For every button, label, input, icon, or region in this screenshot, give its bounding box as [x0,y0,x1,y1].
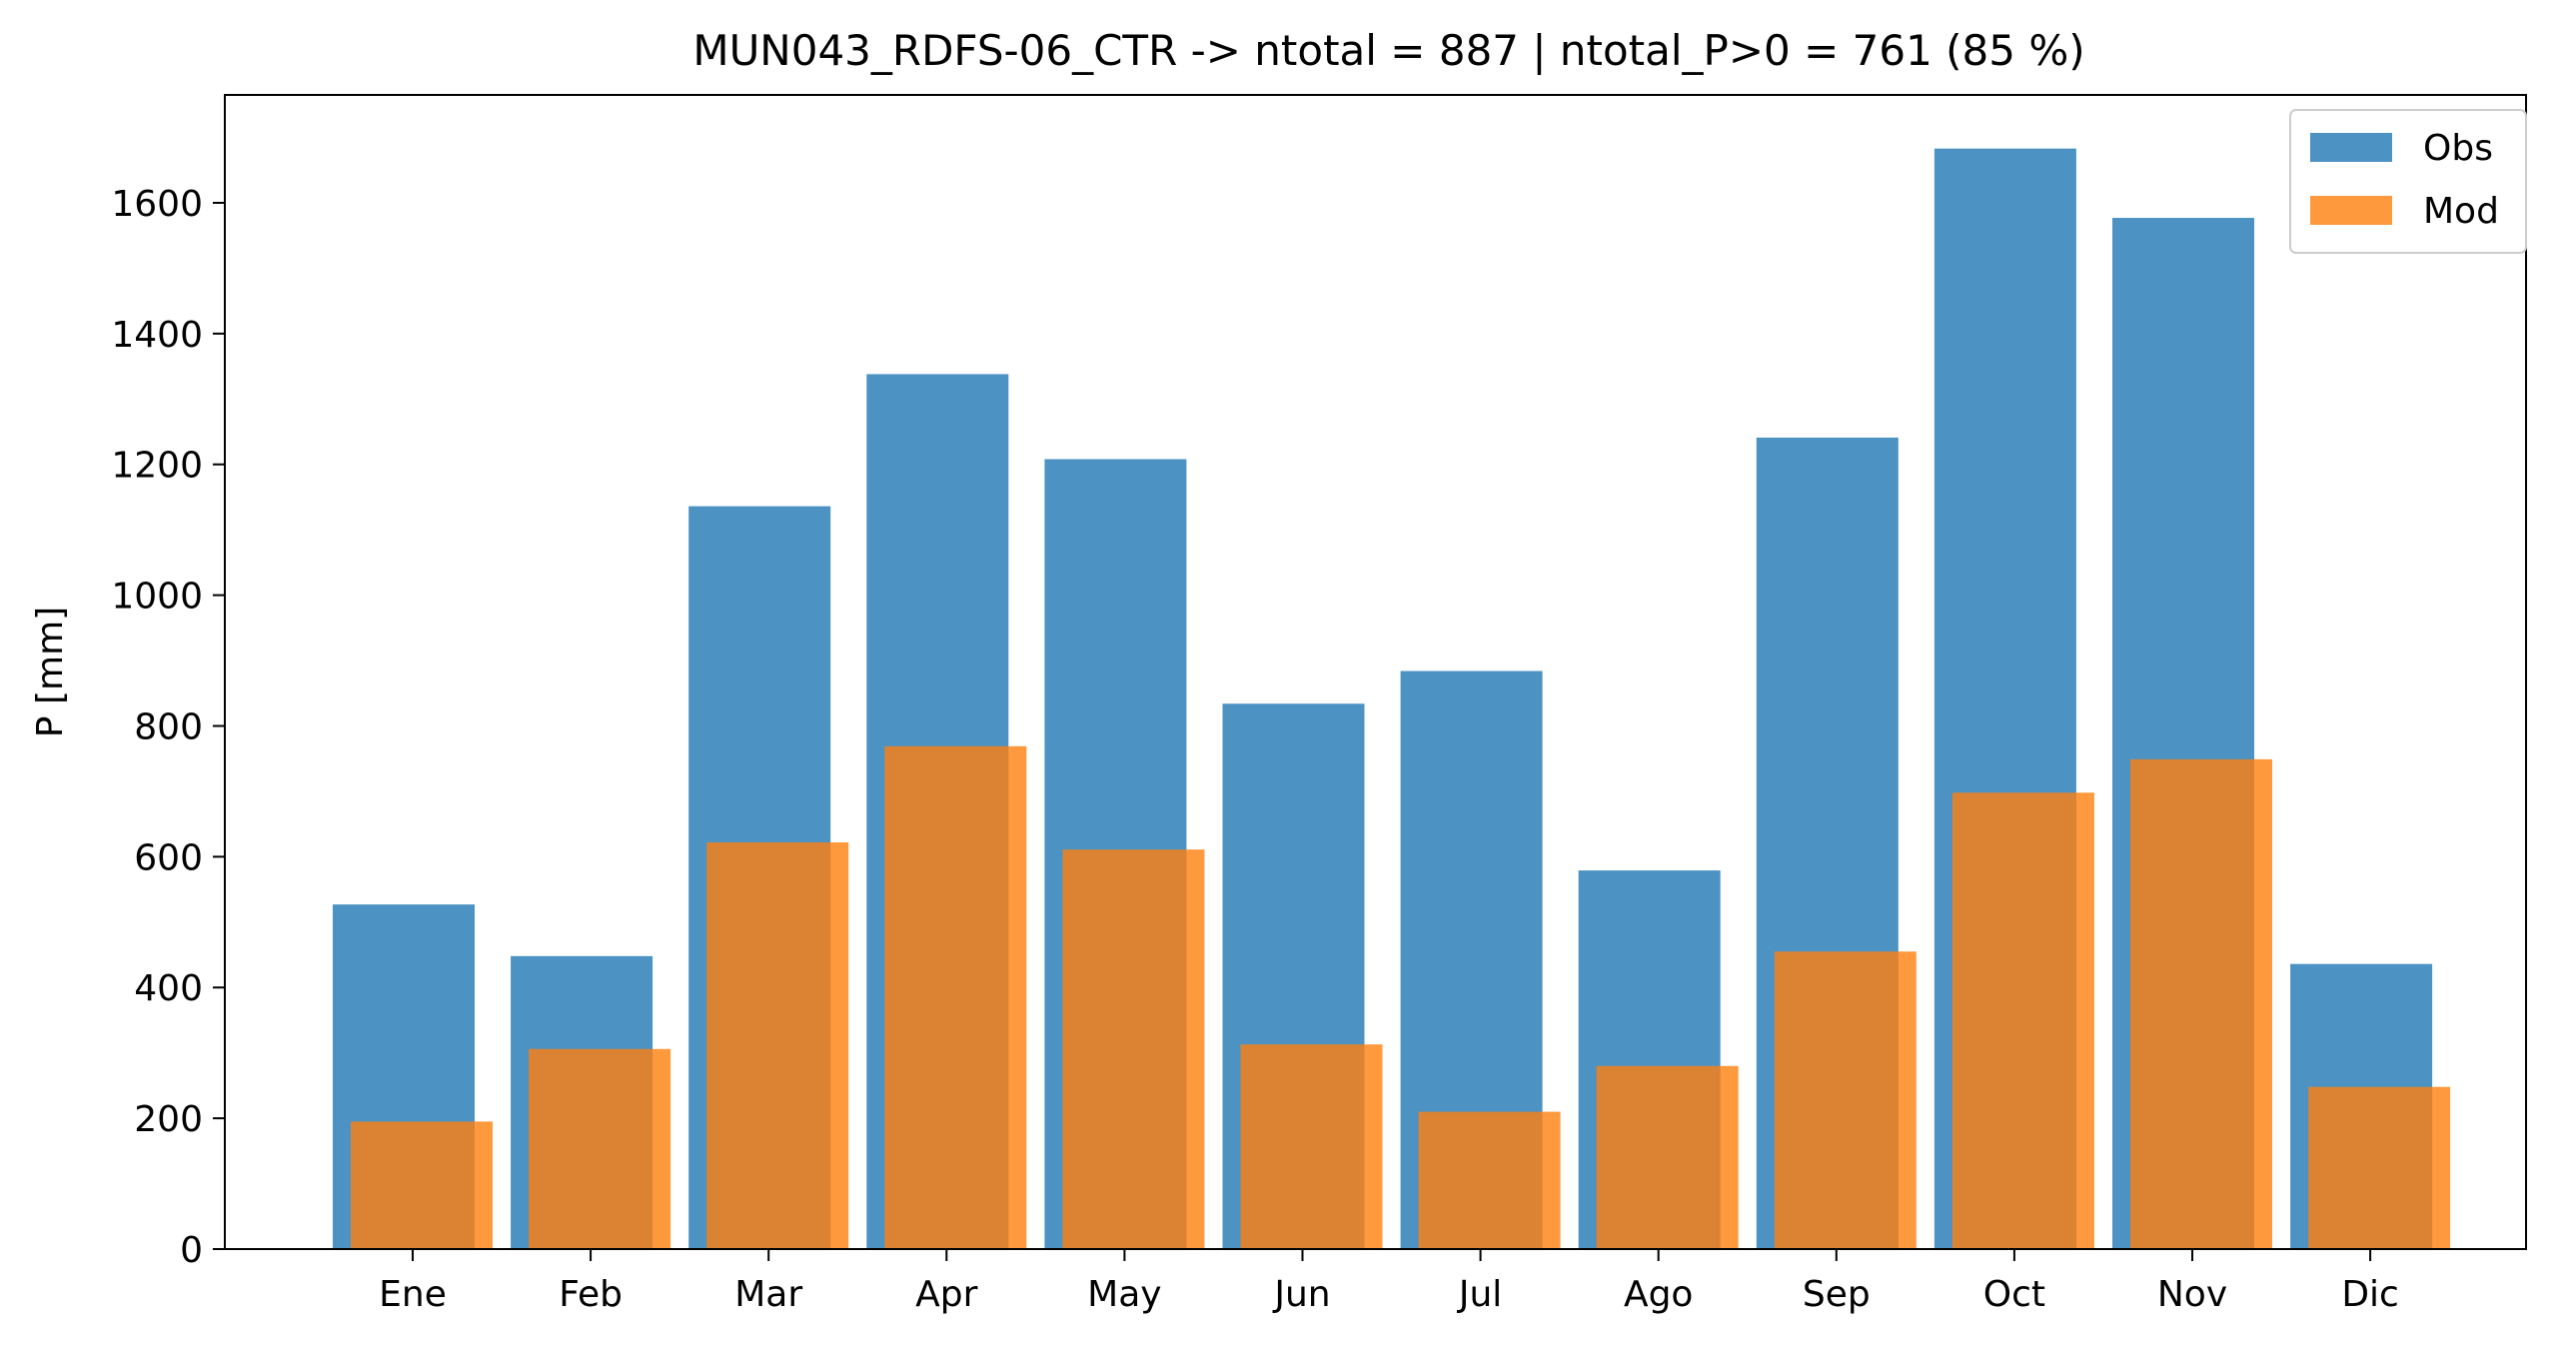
bar-mod-may [1062,849,1205,1249]
plot-frame [224,94,2527,1250]
legend-label-mod: Mod [2423,191,2499,232]
bar-mod-dic [2308,1086,2451,1249]
legend-swatch-obs [2310,133,2392,162]
bar-mod-sep [1774,951,1917,1249]
x-axis-ticks: Ene Feb Mar Apr May Jun Jul Ago Sep Oct Nov Dic [379,1249,2399,1315]
series-mod-bars [351,745,2451,1249]
y-tick-label: 1200 [111,446,203,487]
bar-mod-nov [2130,758,2272,1249]
bars-layer [333,148,2451,1249]
x-tick-label-apr: Apr [915,1274,977,1315]
bar-mod-oct [1951,792,2094,1249]
y-axis-ticks: 0 200 400 600 800 1000 1200 1400 1600 [111,184,225,1271]
x-tick-label-mar: Mar [734,1274,802,1315]
y-tick-label: 1000 [111,577,203,618]
bar-mod-apr [884,745,1027,1249]
legend: Obs Mod [2289,109,2527,254]
y-tick-label: 400 [134,968,203,1009]
y-tick-label: 200 [134,1099,203,1140]
bar-mod-jun [1240,1044,1383,1249]
y-tick-label: 1600 [111,184,203,225]
chart-title: MUN043_RDFS-06_CTR -> ntotal = 887 | nto… [692,26,2084,75]
bar-mod-mar [706,841,849,1249]
x-tick-label-nov: Nov [2157,1274,2227,1315]
x-tick-label-jul: Jul [1457,1274,1502,1315]
x-tick-label-ene: Ene [379,1274,447,1315]
x-tick-label-oct: Oct [1983,1274,2045,1315]
legend-swatch-mod [2310,196,2392,225]
y-tick-label: 600 [134,837,203,878]
y-tick-label: 1400 [111,315,203,356]
x-tick-label-feb: Feb [559,1274,623,1315]
bar-mod-ene [351,1121,493,1249]
x-tick-label-may: May [1087,1274,1161,1315]
x-tick-label-dic: Dic [2341,1274,2399,1315]
x-tick-label-sep: Sep [1803,1274,1871,1315]
bar-mod-jul [1418,1111,1561,1249]
bar-mod-feb [529,1048,671,1249]
bar-mod-ago [1596,1065,1739,1249]
x-tick-label-ago: Ago [1624,1274,1694,1315]
y-tick-label: 0 [180,1230,203,1271]
y-axis-label: P [mm] [30,607,71,737]
x-tick-label-jun: Jun [1272,1274,1330,1315]
y-tick-label: 800 [134,706,203,747]
legend-label-obs: Obs [2423,128,2493,169]
